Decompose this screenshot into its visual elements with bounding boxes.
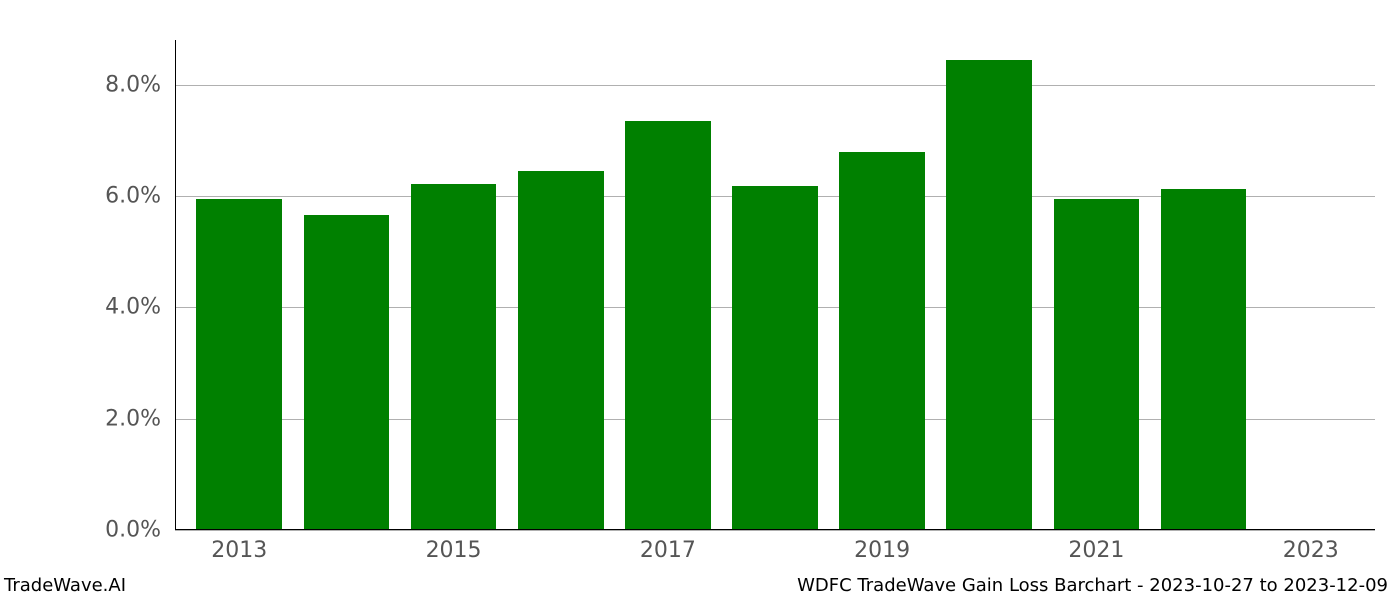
bar (732, 186, 818, 530)
bar (518, 171, 604, 530)
x-tick-label: 2015 (426, 538, 482, 563)
x-tick-label: 2023 (1283, 538, 1339, 563)
x-tick-label: 2019 (854, 538, 910, 563)
gridline (175, 85, 1375, 86)
bar (839, 152, 925, 530)
y-tick-label: 6.0% (105, 183, 161, 208)
y-tick-label: 0.0% (105, 518, 161, 543)
x-axis-spine (175, 529, 1375, 530)
bar (304, 215, 390, 530)
x-tick-label: 2017 (640, 538, 696, 563)
x-tick-label: 2013 (211, 538, 267, 563)
y-tick-label: 2.0% (105, 406, 161, 431)
footer-brand: TradeWave.AI (4, 575, 126, 596)
y-axis-spine (175, 40, 176, 530)
plot-area: 0.0%2.0%4.0%6.0%8.0%20132015201720192021… (175, 40, 1375, 530)
y-tick-label: 4.0% (105, 295, 161, 320)
x-tick-label: 2021 (1068, 538, 1124, 563)
bar (196, 199, 282, 530)
y-tick-label: 8.0% (105, 72, 161, 97)
bar (1054, 199, 1140, 530)
barchart-container: 0.0% 2.0% 4.0% 6.0% 8.0% 2013 2015 2017 2019 2021… (0, 0, 1400, 600)
bar (946, 60, 1032, 531)
gridline (175, 530, 1375, 531)
bar (411, 184, 497, 530)
bar (625, 121, 711, 530)
bar (1161, 189, 1247, 530)
footer-caption: WDFC TradeWave Gain Loss Barchart - 2023… (797, 575, 1388, 596)
